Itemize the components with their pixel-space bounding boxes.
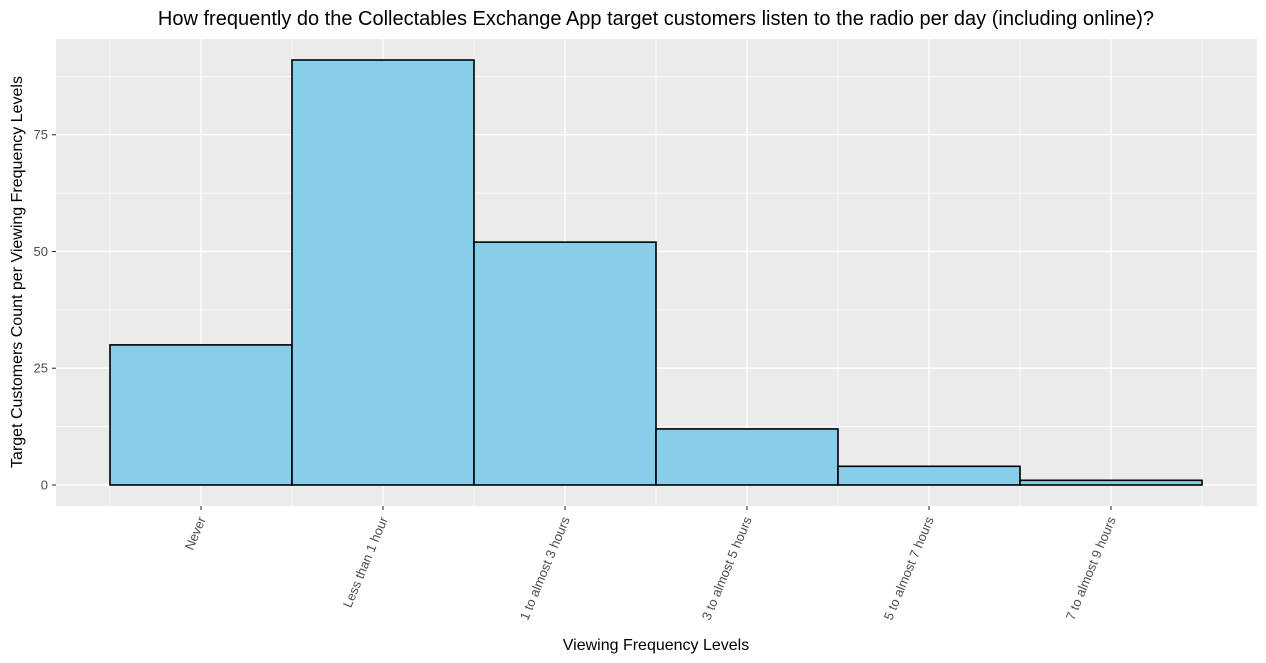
x-tick-label: 3 to almost 5 hours (699, 514, 755, 622)
y-tick-label: 50 (34, 244, 48, 259)
bars (109, 59, 1203, 486)
x-tick-label: Never (182, 514, 209, 552)
x-axis: Never Less than 1 hour 1 to almost 3 hours… (182, 506, 1119, 622)
y-tick-label: 75 (34, 127, 48, 142)
bar-2 (291, 59, 475, 486)
bar-4 (655, 428, 839, 486)
y-axis: 0 25 50 75 (34, 127, 56, 492)
x-axis-title: Viewing Frequency Levels (563, 637, 749, 654)
bar-6 (1019, 479, 1203, 486)
x-tick-label: 1 to almost 3 hours (517, 514, 573, 622)
y-tick-label: 0 (41, 477, 48, 492)
y-tick-label: 25 (34, 361, 48, 376)
chart-title: How frequently do the Collectables Excha… (158, 8, 1154, 30)
x-tick-label: 5 to almost 7 hours (881, 514, 937, 622)
bar-1 (109, 344, 293, 486)
bar-5 (837, 465, 1021, 486)
x-tick-label: Less than 1 hour (340, 514, 391, 610)
x-tick-label: 7 to almost 9 hours (1063, 514, 1119, 622)
bar-3 (473, 241, 657, 486)
y-axis-title: Target Customers Count per Viewing Frequ… (9, 76, 26, 468)
